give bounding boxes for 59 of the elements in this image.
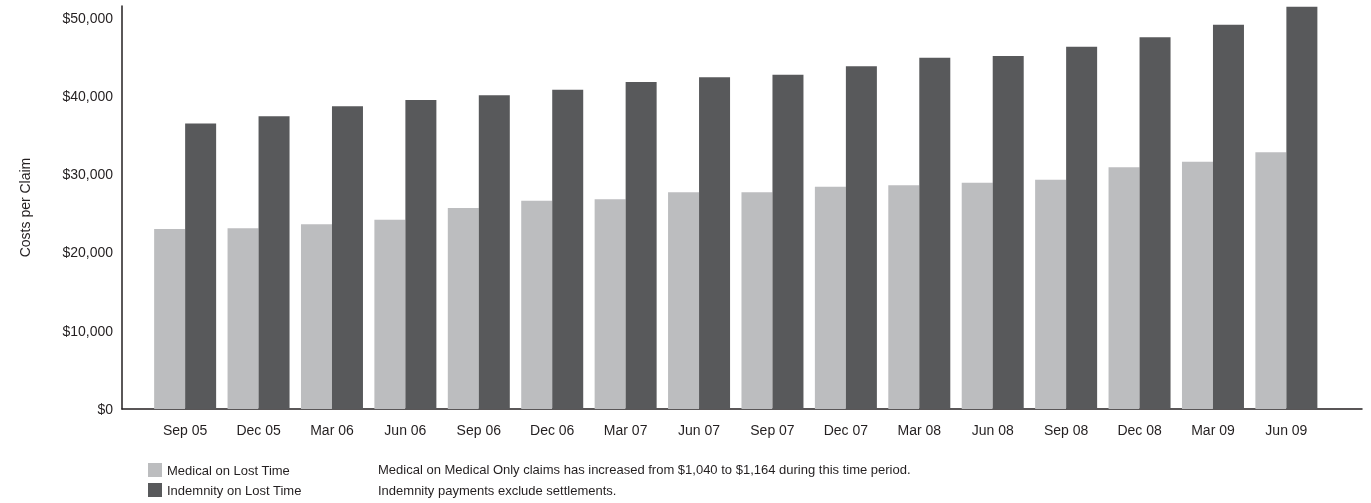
bar	[1181, 161, 1213, 409]
x-tick-label: Sep 06	[456, 422, 502, 438]
bar	[699, 77, 731, 409]
y-tick-label: $20,000	[62, 244, 114, 261]
x-tick-label: Jun 09	[1265, 422, 1308, 438]
bar	[478, 95, 510, 409]
bar	[888, 185, 920, 409]
x-tick-label: Dec 06	[530, 422, 575, 438]
bar	[961, 182, 993, 409]
bar	[741, 192, 773, 409]
bar	[845, 66, 877, 409]
x-tick-label: Dec 05	[236, 422, 281, 438]
x-tick-label: Jun 08	[971, 422, 1014, 438]
bar	[227, 228, 259, 409]
x-tick-label: Jun 07	[678, 422, 721, 438]
text: Medical on Medical Only claims has increased from $1,040 to $1,164 during this time period.	[378, 462, 911, 477]
bar	[919, 57, 951, 409]
bar	[668, 192, 700, 409]
bar	[331, 106, 363, 409]
x-tick-label: Sep 07	[750, 422, 795, 438]
x-tick-label: Dec 08	[1117, 422, 1162, 438]
bar	[374, 219, 406, 409]
bar	[1286, 6, 1318, 409]
bar	[772, 74, 804, 409]
x-tick-label: Mar 08	[897, 422, 942, 438]
x-tick-label: Mar 07	[603, 422, 648, 438]
bar	[405, 99, 437, 409]
x-tick-label: Sep 05	[162, 422, 208, 438]
bar	[594, 199, 626, 409]
x-tick-label: Jun 06	[384, 422, 427, 438]
y-tick-label: $0	[97, 401, 114, 417]
x-tick-label: Mar 06	[310, 422, 354, 438]
y-axis-title: Costs per Claim	[17, 157, 33, 258]
bar	[1108, 167, 1140, 409]
bar	[625, 81, 657, 409]
bar	[1066, 46, 1098, 409]
bar	[447, 207, 479, 409]
bar	[258, 116, 290, 409]
y-tick-label: $50,000	[62, 9, 114, 26]
legend-label: Indemnity on Lost Time	[167, 482, 302, 498]
x-tick-label: Mar 09	[1191, 422, 1235, 438]
y-tick-label: $30,000	[62, 166, 114, 183]
y-tick-label: $10,000	[62, 322, 114, 339]
bar	[1139, 37, 1171, 409]
bar	[1255, 152, 1287, 409]
legend-label: Medical on Lost Time	[167, 462, 290, 478]
bar	[521, 200, 553, 409]
bar	[1212, 24, 1244, 409]
bar	[154, 229, 186, 409]
y-tick-label: $40,000	[62, 87, 114, 104]
x-tick-label: Dec 07	[823, 422, 869, 438]
text: Indemnity payments exclude settlements.	[378, 483, 617, 498]
bar	[992, 56, 1024, 409]
bar	[185, 123, 217, 409]
bar	[814, 186, 846, 409]
x-tick-label: Sep 08	[1043, 422, 1089, 438]
bar	[1035, 179, 1067, 409]
bar	[552, 89, 584, 409]
bar	[300, 224, 332, 409]
